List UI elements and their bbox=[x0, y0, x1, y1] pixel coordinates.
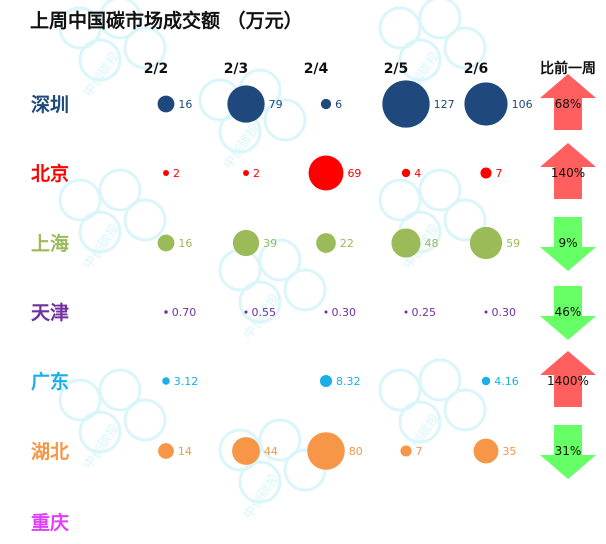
value-label: 2 bbox=[173, 167, 180, 180]
value-label: 8.32 bbox=[336, 375, 361, 388]
date-label: 2/6 bbox=[464, 61, 489, 77]
city-row: 重庆 bbox=[31, 511, 69, 534]
bubble bbox=[319, 374, 333, 388]
arrow-up-icon bbox=[540, 143, 596, 199]
value-label: 39 bbox=[263, 237, 277, 250]
bubble bbox=[158, 443, 174, 459]
value-label: 80 bbox=[349, 445, 363, 458]
watermark-mark: 中创碳投 bbox=[218, 418, 327, 522]
city-row: 北京 2 2 69 4 7 140% bbox=[31, 143, 596, 199]
bubble bbox=[484, 310, 488, 314]
bubble bbox=[308, 155, 344, 191]
bubble bbox=[232, 437, 260, 465]
value-label: 14 bbox=[178, 445, 192, 458]
city-label: 重庆 bbox=[31, 511, 69, 534]
bubble bbox=[307, 432, 345, 470]
value-label: 69 bbox=[347, 167, 361, 180]
value-label: 22 bbox=[340, 237, 354, 250]
value-label: 3.12 bbox=[174, 375, 199, 388]
bubble bbox=[316, 233, 336, 253]
bubble bbox=[480, 167, 492, 179]
value-label: 4 bbox=[414, 167, 421, 180]
bubble bbox=[473, 438, 499, 464]
city-label: 广东 bbox=[31, 370, 69, 393]
value-label: 7 bbox=[416, 445, 423, 458]
city-label: 深圳 bbox=[31, 93, 69, 116]
change-percent: 68% bbox=[555, 97, 582, 111]
value-label: 0.55 bbox=[252, 306, 277, 319]
bubble bbox=[244, 310, 248, 314]
change-percent: 46% bbox=[555, 305, 582, 319]
bubble bbox=[232, 229, 260, 257]
value-label: 44 bbox=[264, 445, 278, 458]
value-label: 7 bbox=[496, 167, 503, 180]
change-percent: 140% bbox=[551, 166, 585, 180]
value-label: 59 bbox=[506, 237, 520, 250]
city-label: 北京 bbox=[31, 162, 69, 185]
city-row: 广东 3.12 8.32 4.16 1400% bbox=[31, 351, 596, 407]
arrow-down-icon bbox=[540, 425, 596, 479]
arrow-up-icon bbox=[540, 74, 596, 130]
date-header-row: 2/2 2/3 2/4 2/5 2/6 bbox=[144, 61, 489, 77]
date-label: 2/5 bbox=[384, 61, 409, 77]
arrow-up-icon bbox=[540, 351, 596, 407]
value-label: 127 bbox=[434, 98, 455, 111]
value-label: 6 bbox=[335, 98, 342, 111]
value-label: 2 bbox=[253, 167, 260, 180]
bubble bbox=[320, 98, 332, 110]
bubble bbox=[164, 310, 168, 314]
value-label: 16 bbox=[178, 237, 192, 250]
value-label: 0.70 bbox=[172, 306, 197, 319]
chart-title: 上周中国碳市场成交额 （万元） bbox=[30, 9, 303, 32]
city-label: 湖北 bbox=[31, 441, 69, 463]
bubble bbox=[391, 228, 421, 258]
value-label: 106 bbox=[512, 98, 533, 111]
value-label: 0.30 bbox=[492, 306, 517, 319]
bubble bbox=[382, 80, 430, 128]
watermark-mark: 中创碳投 bbox=[58, 168, 167, 272]
arrow-down-icon bbox=[540, 217, 596, 271]
city-row: 深圳 16 79 6 127 106 68% bbox=[31, 74, 596, 130]
watermark-mark: 中创碳投 bbox=[58, 368, 167, 472]
bubble bbox=[227, 85, 265, 123]
watermark-mark: 中创碳投 bbox=[378, 358, 487, 462]
bubble bbox=[464, 82, 508, 126]
bubble bbox=[404, 310, 408, 314]
city-row: 上海 16 39 22 48 59 9% bbox=[31, 217, 596, 271]
date-label: 2/3 bbox=[224, 61, 249, 77]
bubble bbox=[163, 170, 169, 176]
bubble bbox=[157, 234, 175, 252]
bubble bbox=[157, 95, 175, 113]
value-label: 0.30 bbox=[332, 306, 357, 319]
value-label: 0.25 bbox=[412, 306, 437, 319]
city-row: 天津 0.70 0.55 0.30 0.25 0.30 46% bbox=[31, 286, 596, 340]
bubble bbox=[324, 310, 328, 314]
change-percent: 31% bbox=[555, 444, 582, 458]
bubble bbox=[243, 170, 249, 176]
date-label: 2/4 bbox=[304, 61, 329, 77]
value-label: 79 bbox=[269, 98, 283, 111]
value-label: 4.16 bbox=[494, 375, 519, 388]
arrow-down-icon bbox=[540, 286, 596, 340]
bubble bbox=[481, 376, 491, 386]
value-label: 35 bbox=[502, 445, 516, 458]
watermark-mark: 中创碳投 bbox=[218, 238, 327, 342]
city-rows: 深圳 16 79 6 127 106 68%北京 2 2 69 4 7 140%上海 16 39 22 48 59… bbox=[31, 74, 596, 534]
change-percent: 9% bbox=[558, 236, 577, 250]
value-label: 16 bbox=[178, 98, 192, 111]
date-label: 2/2 bbox=[144, 61, 169, 77]
watermark-mark: 中创碳投 bbox=[378, 168, 487, 272]
bubble bbox=[401, 168, 411, 178]
city-row: 湖北 14 44 80 7 35 31% bbox=[31, 425, 596, 479]
change-percent: 1400% bbox=[547, 374, 589, 388]
change-column-header: 比前一周 bbox=[540, 60, 596, 77]
bubble bbox=[400, 445, 412, 457]
bubble bbox=[162, 377, 170, 385]
value-label: 48 bbox=[425, 237, 439, 250]
city-label: 天津 bbox=[31, 301, 69, 324]
city-label: 上海 bbox=[31, 232, 69, 255]
bubble bbox=[469, 226, 503, 260]
